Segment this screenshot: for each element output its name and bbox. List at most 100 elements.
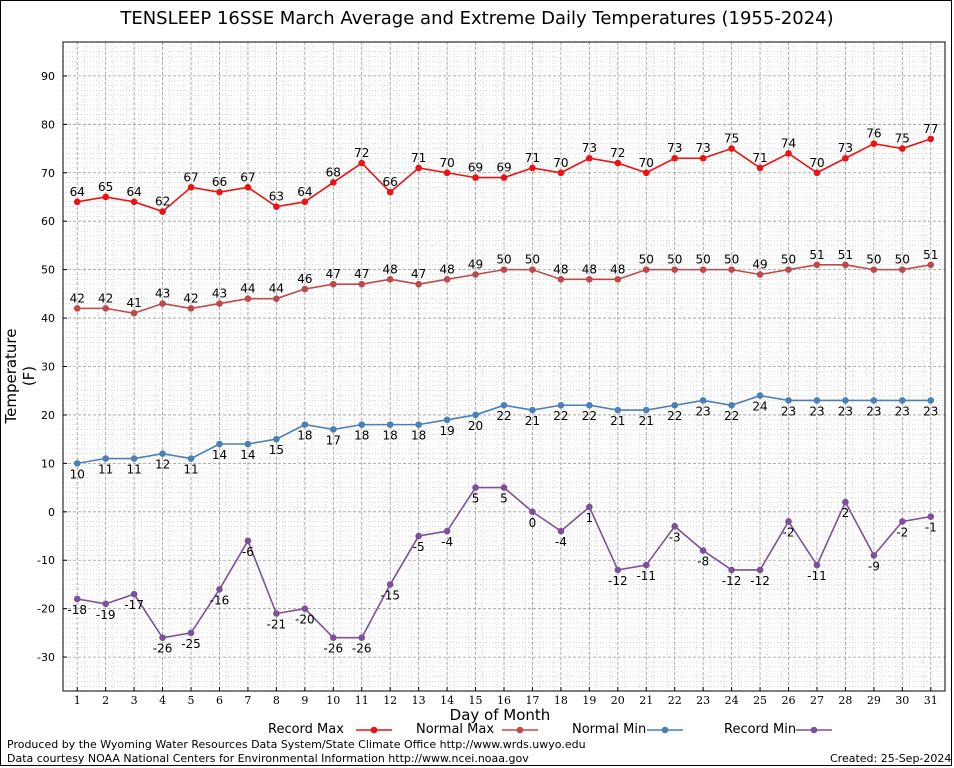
data-label-normal-min: 18: [297, 429, 312, 443]
data-point-normal-min: [899, 397, 906, 404]
data-point-record-min: [642, 561, 650, 569]
x-tick-label: 9: [301, 694, 308, 707]
data-point-normal-max: [472, 271, 479, 278]
data-point-normal-min: [557, 401, 565, 409]
data-label-record-max: 71: [752, 151, 767, 165]
data-label-record-max: 64: [70, 185, 85, 199]
data-label-record-min: 1: [586, 511, 594, 525]
data-label-normal-min: 11: [98, 463, 113, 477]
data-point-normal-max: [159, 300, 166, 307]
data-point-normal-max: [358, 280, 366, 288]
data-point-record-min: [187, 629, 195, 637]
data-label-record-max: 72: [354, 146, 369, 160]
data-point-record-min: [899, 518, 906, 525]
data-label-record-min: -19: [96, 608, 116, 622]
data-label-record-min: -1: [925, 521, 937, 535]
data-label-record-min: -12: [608, 574, 628, 588]
x-tick-label: 16: [497, 694, 511, 707]
data-label-record-max: 70: [809, 156, 824, 170]
data-point-record-max: [386, 188, 394, 196]
x-tick-label: 29: [867, 694, 881, 707]
data-label-normal-max: 41: [126, 296, 141, 310]
data-point-record-max: [244, 183, 252, 191]
data-point-normal-max: [529, 266, 536, 273]
data-label-record-max: 72: [610, 146, 625, 160]
data-label-record-max: 62: [155, 195, 170, 209]
data-label-normal-max: 50: [866, 253, 881, 267]
data-point-record-min: [813, 561, 821, 569]
legend-marker-normal-max: [516, 726, 524, 734]
data-point-record-max: [500, 174, 508, 181]
data-point-record-min: [472, 484, 479, 491]
data-point-normal-min: [102, 455, 109, 462]
data-label-normal-max: 46: [297, 272, 312, 286]
data-point-record-min: [301, 605, 309, 612]
x-tick-label: 14: [440, 694, 454, 707]
x-tick-label: 8: [273, 694, 280, 707]
data-point-normal-min: [301, 421, 309, 428]
data-label-record-min: -18: [67, 603, 87, 617]
data-label-record-min: -21: [267, 618, 287, 632]
data-label-record-min: -2: [896, 525, 908, 539]
data-label-normal-min: 23: [923, 404, 938, 418]
data-point-normal-max: [756, 271, 764, 278]
data-label-normal-max: 47: [354, 267, 369, 281]
legend-label-normal-max: Normal Max: [416, 722, 495, 737]
data-point-normal-max: [642, 266, 650, 273]
data-point-record-max: [899, 145, 906, 152]
data-label-normal-max: 42: [98, 291, 113, 305]
data-label-normal-min: 22: [724, 409, 739, 423]
legend-label-record-max: Record Max: [268, 722, 344, 737]
data-point-normal-max: [927, 261, 935, 269]
data-label-record-max: 73: [838, 141, 853, 155]
data-point-record-max: [785, 150, 792, 157]
data-label-normal-min: 21: [610, 414, 625, 428]
data-label-record-min: -2: [783, 525, 795, 539]
data-label-normal-max: 49: [468, 257, 483, 271]
data-label-normal-max: 50: [496, 253, 511, 267]
data-point-record-min: [699, 547, 707, 554]
data-point-normal-min: [273, 435, 280, 443]
data-label-normal-max: 49: [752, 257, 767, 271]
data-point-record-max: [557, 169, 565, 177]
data-point-record-max: [73, 198, 81, 206]
data-point-normal-max: [614, 276, 622, 283]
data-point-normal-min: [842, 397, 849, 404]
x-tick-label: 31: [924, 694, 938, 707]
data-point-record-max: [529, 164, 536, 172]
data-point-record-max: [102, 193, 109, 201]
data-point-normal-max: [73, 305, 81, 312]
data-point-normal-min: [386, 421, 394, 428]
data-point-record-max: [159, 208, 166, 215]
data-label-normal-max: 48: [610, 262, 625, 276]
data-point-record-max: [586, 154, 593, 162]
data-label-normal-max: 44: [240, 282, 255, 296]
data-point-record-max: [699, 154, 707, 162]
data-label-normal-max: 50: [895, 253, 910, 267]
data-point-normal-min: [500, 401, 508, 409]
data-point-record-min: [529, 508, 536, 516]
x-tick-label: 15: [469, 694, 483, 707]
data-point-record-min: [329, 634, 337, 642]
data-point-record-min: [870, 552, 878, 559]
x-tick-label: 12: [383, 694, 397, 707]
data-point-record-min: [756, 566, 764, 574]
data-point-record-max: [642, 169, 650, 177]
data-point-record-max: [273, 203, 280, 210]
data-point-normal-min: [870, 397, 878, 404]
data-label-record-max: 70: [639, 156, 654, 170]
data-point-normal-max: [813, 261, 821, 269]
data-point-normal-min: [244, 440, 252, 448]
legend-label-record-min: Record Min: [724, 722, 797, 737]
data-label-normal-min: 22: [553, 409, 568, 423]
data-point-normal-max: [187, 305, 195, 312]
data-label-normal-max: 43: [212, 287, 227, 301]
x-tick-label: 5: [188, 694, 195, 707]
data-label-record-max: 73: [696, 141, 711, 155]
data-point-normal-max: [273, 295, 280, 302]
data-label-record-min: -3: [669, 530, 681, 544]
data-label-record-max: 67: [240, 170, 255, 184]
data-point-normal-min: [415, 421, 422, 428]
data-label-normal-max: 50: [696, 253, 711, 267]
